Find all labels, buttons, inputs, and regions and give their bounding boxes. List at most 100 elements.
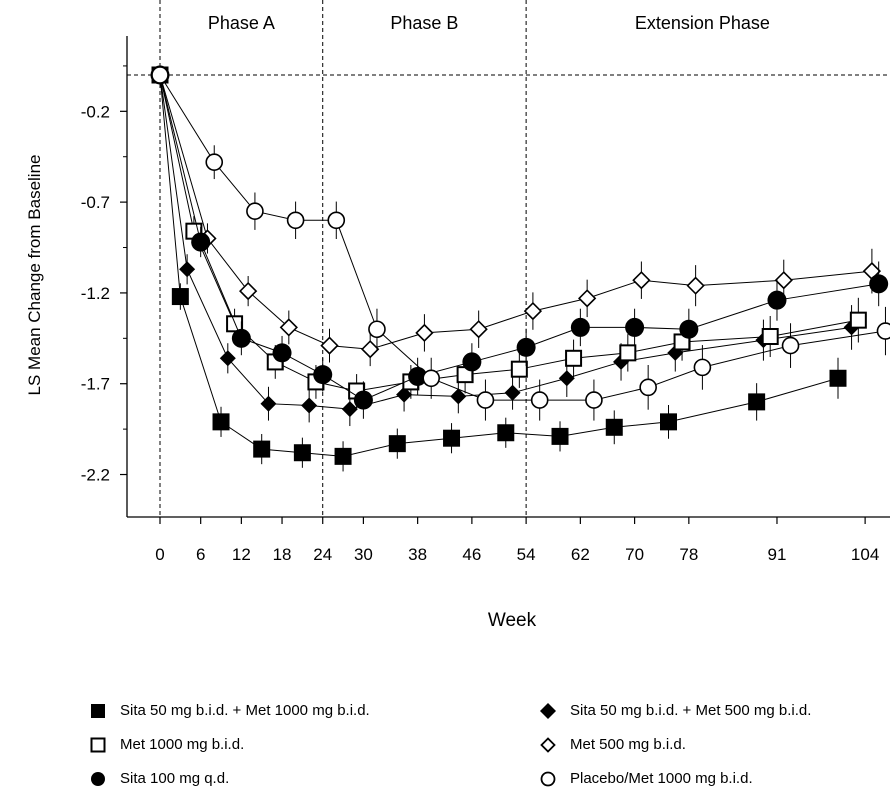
legend-label: Met 1000 mg b.i.d. xyxy=(120,736,245,753)
series-line xyxy=(159,74,859,392)
data-point xyxy=(353,390,373,410)
data-point xyxy=(320,336,339,355)
data-point xyxy=(239,281,258,301)
phase-dividers: Phase A Phase B Extension Phase xyxy=(159,0,770,517)
data-point xyxy=(443,429,461,447)
phase-label: Extension Phase xyxy=(635,13,770,33)
legend-item: Sita 50 mg b.i.d. + Met 500 mg b.i.d. xyxy=(540,702,811,719)
data-point xyxy=(151,66,169,84)
data-point xyxy=(450,388,467,405)
data-point xyxy=(191,232,211,252)
x-tick-label: 38 xyxy=(408,545,427,564)
x-tick-label: 54 xyxy=(517,545,536,564)
series-line xyxy=(159,74,852,410)
data-point xyxy=(327,211,346,230)
data-point xyxy=(301,397,318,414)
series-circle-open xyxy=(151,63,890,421)
data-point xyxy=(253,440,271,458)
legend-label: Placebo/Met 1000 mg b.i.d. xyxy=(570,770,753,787)
y-tick-label: -1.2 xyxy=(81,284,110,303)
data-point xyxy=(679,319,699,339)
data-point xyxy=(551,427,569,445)
legend-label: Met 500 mg b.i.d. xyxy=(570,736,686,753)
legend-item: Met 1000 mg b.i.d. xyxy=(90,736,244,753)
plot-frame xyxy=(126,36,890,518)
data-point xyxy=(748,393,766,411)
x-tick-label: 30 xyxy=(354,545,373,564)
legend-label: Sita 100 mg q.d. xyxy=(120,770,230,787)
data-point xyxy=(876,322,890,340)
data-point xyxy=(246,202,264,220)
data-point xyxy=(530,391,549,409)
data-point xyxy=(286,211,305,230)
data-point xyxy=(219,350,236,367)
legend-item: Sita 100 mg q.d. xyxy=(90,770,229,787)
x-tick-label: 70 xyxy=(625,545,644,564)
y-tick-label: -2.2 xyxy=(81,466,110,485)
legend-marker-diamond-open xyxy=(540,736,556,753)
x-tick-label: 46 xyxy=(462,545,481,564)
legend-marker-square-open xyxy=(90,737,106,752)
x-axis-ticks: 0 6 12 18 24 30 38 46 54 62 70 78 91 104 xyxy=(155,517,879,564)
data-point xyxy=(205,153,224,171)
legend-marker-circle-open xyxy=(540,771,556,786)
data-point xyxy=(504,384,521,401)
data-point xyxy=(869,274,889,294)
phase-label: Phase B xyxy=(390,13,458,33)
data-point xyxy=(212,413,230,431)
data-point xyxy=(476,391,495,409)
legend-item: Sita 50 mg b.i.d. + Met 1000 mg b.i.d. xyxy=(90,702,370,719)
data-point xyxy=(462,352,482,372)
data-point xyxy=(293,444,311,462)
data-point xyxy=(313,365,333,385)
data-point xyxy=(849,311,867,329)
data-point xyxy=(767,290,787,310)
data-point xyxy=(422,369,441,388)
data-point xyxy=(761,328,779,346)
series-diamond-filled xyxy=(152,63,860,427)
legend-marker-square-filled xyxy=(91,703,105,718)
data-point xyxy=(226,315,244,333)
data-point xyxy=(516,337,536,357)
x-tick-label: 24 xyxy=(313,545,332,564)
data-point xyxy=(605,418,623,436)
data-point xyxy=(179,261,196,278)
data-point xyxy=(523,301,543,321)
y-tick-label: -1.7 xyxy=(81,375,110,394)
series-square-open xyxy=(151,63,867,408)
data-point xyxy=(570,317,590,337)
data-point xyxy=(171,288,189,306)
data-point xyxy=(632,271,651,290)
data-point xyxy=(578,289,597,308)
data-point xyxy=(774,271,793,290)
phase-label: Phase A xyxy=(208,13,275,33)
data-point xyxy=(565,349,583,367)
legend-item: Met 500 mg b.i.d. xyxy=(540,736,686,753)
data-point xyxy=(272,343,292,363)
data-point xyxy=(781,336,800,355)
y-tick-label: -0.7 xyxy=(81,193,110,212)
data-point xyxy=(585,391,603,409)
data-point xyxy=(619,344,637,362)
x-tick-label: 91 xyxy=(768,545,787,564)
data-point xyxy=(660,413,677,431)
series-square-filled xyxy=(151,63,847,472)
series-line xyxy=(159,74,839,457)
data-point xyxy=(368,320,386,339)
data-point xyxy=(396,386,413,403)
x-tick-label: 78 xyxy=(679,545,698,564)
data-point xyxy=(361,340,380,359)
data-point xyxy=(693,358,712,377)
x-tick-label: 6 xyxy=(196,545,205,564)
x-axis-label: Week xyxy=(488,610,537,631)
legend-item: Placebo/Met 1000 mg b.i.d. xyxy=(540,770,753,787)
data-point xyxy=(334,447,352,465)
data-point xyxy=(231,328,251,348)
y-tick-label: -0.2 xyxy=(81,102,110,121)
legend-marker-diamond-filled xyxy=(540,702,556,719)
data-point xyxy=(558,370,575,387)
x-tick-label: 12 xyxy=(232,545,251,564)
series-layer xyxy=(150,63,890,472)
data-point xyxy=(260,395,277,412)
data-point xyxy=(829,369,847,387)
